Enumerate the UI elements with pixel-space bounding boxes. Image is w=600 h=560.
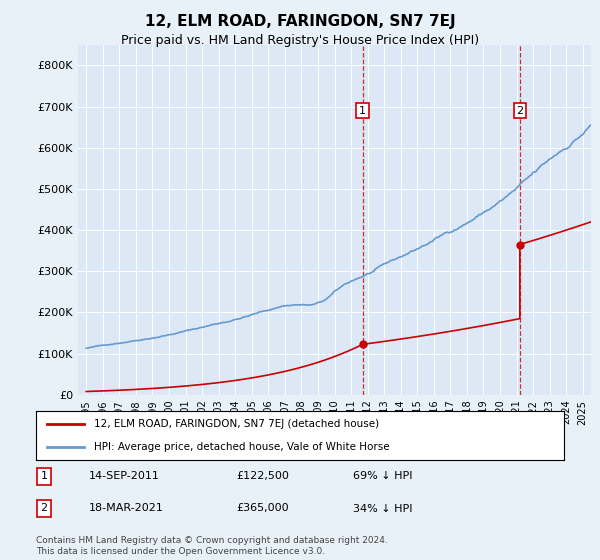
Text: £122,500: £122,500 — [236, 472, 290, 482]
Text: 12, ELM ROAD, FARINGDON, SN7 7EJ: 12, ELM ROAD, FARINGDON, SN7 7EJ — [145, 14, 455, 29]
Text: 2: 2 — [40, 503, 47, 514]
Text: 18-MAR-2021: 18-MAR-2021 — [89, 503, 164, 514]
Text: 2: 2 — [516, 106, 523, 116]
Text: 34% ↓ HPI: 34% ↓ HPI — [353, 503, 412, 514]
Text: £365,000: £365,000 — [236, 503, 289, 514]
Text: HPI: Average price, detached house, Vale of White Horse: HPI: Average price, detached house, Vale… — [94, 442, 390, 452]
Text: 12, ELM ROAD, FARINGDON, SN7 7EJ (detached house): 12, ELM ROAD, FARINGDON, SN7 7EJ (detach… — [94, 419, 379, 430]
Text: 1: 1 — [359, 106, 366, 116]
Text: 1: 1 — [40, 472, 47, 482]
Text: 69% ↓ HPI: 69% ↓ HPI — [353, 472, 412, 482]
Text: Price paid vs. HM Land Registry's House Price Index (HPI): Price paid vs. HM Land Registry's House … — [121, 34, 479, 46]
Text: Contains HM Land Registry data © Crown copyright and database right 2024.
This d: Contains HM Land Registry data © Crown c… — [36, 536, 388, 556]
Text: 14-SEP-2011: 14-SEP-2011 — [89, 472, 160, 482]
